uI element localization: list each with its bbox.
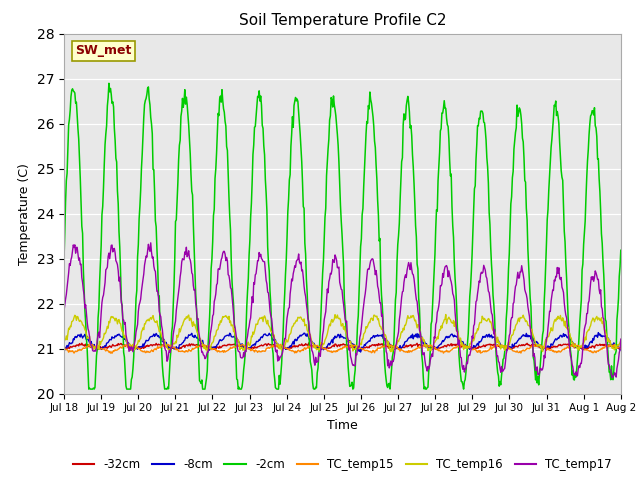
Text: SW_met: SW_met xyxy=(75,44,131,58)
Title: Soil Temperature Profile C2: Soil Temperature Profile C2 xyxy=(239,13,446,28)
Y-axis label: Temperature (C): Temperature (C) xyxy=(18,163,31,264)
Legend: -32cm, -8cm, -2cm, TC_temp15, TC_temp16, TC_temp17: -32cm, -8cm, -2cm, TC_temp15, TC_temp16,… xyxy=(68,454,617,476)
X-axis label: Time: Time xyxy=(327,419,358,432)
